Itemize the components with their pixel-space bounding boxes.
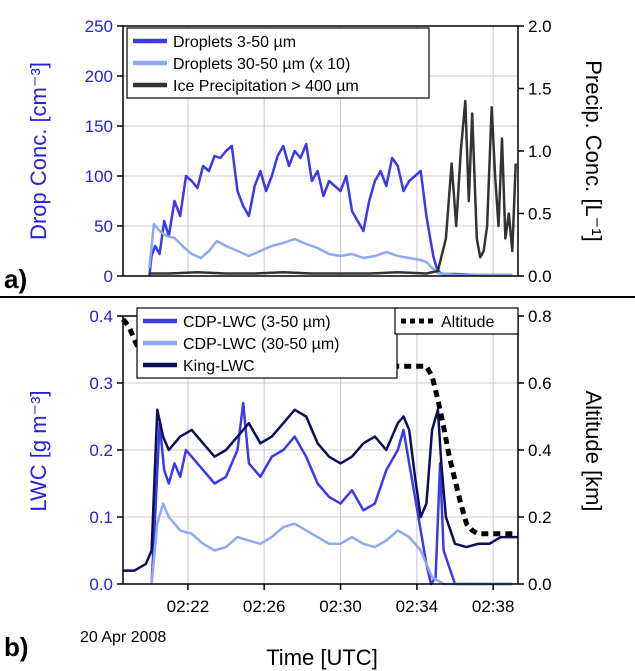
- panel-b-legend-label: King-LWC: [183, 358, 255, 375]
- panel-b-grid: [123, 316, 518, 584]
- panel-a-legend: Droplets 3-50 µm Droplets 30-50 µm (x 10)…: [126, 27, 430, 99]
- panel-a-legend-label: Droplets 3-50 µm: [173, 34, 296, 51]
- panel-b-label: b): [4, 632, 29, 662]
- panel-a-right-tick-label: 0.5: [528, 205, 552, 224]
- panel-a-right-tick-label: 0.0: [528, 267, 552, 286]
- panel-a-right-tick-label: 2.0: [528, 17, 552, 36]
- panel-a-left-tick-label: 50: [94, 217, 113, 236]
- panel-b-x-ticks: 02:22 02:26 02:30 02:34 02:38: [167, 584, 515, 616]
- panel-b-series-2: [123, 408, 518, 572]
- panel-b-right-tick-label: 0.0: [528, 575, 552, 594]
- panel-a-series-1: [148, 222, 513, 277]
- panel-b-legend: CDP-LWC (3-50 µm) CDP-LWC (30-50 µm) King-…: [136, 307, 519, 379]
- panel-a-left-tick-label: 250: [85, 17, 113, 36]
- panel-b-left-tick-label: 0.4: [89, 307, 113, 326]
- panel-a-left-tick-label: 200: [85, 67, 113, 86]
- panel-b-x-tick-label: 02:30: [319, 597, 362, 616]
- panel-b-xlabel: Time [UTC]: [266, 645, 378, 670]
- panel-a-right-tick-label: 1.0: [528, 142, 552, 161]
- panel-b-left-tick-label: 0.1: [89, 508, 113, 527]
- panel-a-series: [148, 99, 517, 277]
- panel-a-left-tick-label: 100: [85, 167, 113, 186]
- panel-b-series-0: [150, 401, 513, 586]
- panel-a-left-ticks: 0 50 100 150 200 250: [85, 17, 123, 286]
- panel-b-legend-box: [394, 307, 519, 335]
- panel-a-legend-box: [126, 27, 430, 99]
- panel-a-legend-label: Ice Precipitation > 400 µm: [173, 78, 359, 95]
- panel-b-series-1: [150, 502, 513, 586]
- panel-a-left-tick-label: 150: [85, 117, 113, 136]
- panel-b-right-tick-label: 0.4: [528, 441, 552, 460]
- date-label: 20 Apr 2008: [80, 629, 166, 646]
- panel-b: 0.00.10.20.30.4 0.00.20.40.60.8 02:22 02:…: [4, 307, 606, 670]
- panel-a-ylabel: Drop Conc. [cm⁻³]: [26, 62, 51, 240]
- panel-a-y2label: Precip. Conc. [L⁻¹]: [581, 60, 606, 242]
- panel-b-left-tick-label: 0.2: [89, 441, 113, 460]
- panel-a-series-0: [148, 142, 513, 277]
- panel-a-label: a): [4, 264, 27, 294]
- panel-b-x-tick-label: 02:26: [243, 597, 286, 616]
- panel-b-left-tick-label: 0.0: [89, 575, 113, 594]
- panel-b-right-tick-label: 0.8: [528, 307, 552, 326]
- panel-a-legend-label: Droplets 30-50 µm (x 10): [173, 56, 350, 73]
- panel-b-x-tick-label: 02:22: [167, 597, 210, 616]
- panel-b-x-tick-label: 02:34: [396, 597, 439, 616]
- panel-b-ylabel: LWC [g m⁻³]: [26, 390, 51, 511]
- panel-a-left-tick-label: 0: [104, 267, 113, 286]
- panel-b-left-ticks: 0.0 0.1 0.2 0.3 0.4: [89, 307, 123, 594]
- panel-b-left-tick-label: 0.3: [89, 374, 113, 393]
- panel-b-legend-label: CDP-LWC (3-50 µm): [183, 314, 331, 331]
- panel-b-legend-label: Altitude: [441, 314, 494, 331]
- panel-a: 0 50 100 150 200 250 0.0 0.5 1.0 1.5 2.0 Drop Con…: [4, 17, 606, 294]
- panel-b-right-tick-label: 0.2: [528, 508, 552, 527]
- panel-a-right-tick-label: 1.5: [528, 80, 552, 99]
- panel-a-series-2: [149, 99, 517, 275]
- panel-b-right-tick-label: 0.6: [528, 374, 552, 393]
- panel-b-y2label: Altitude [km]: [581, 390, 606, 511]
- panel-b-right-ticks: 0.0 0.2 0.4 0.6 0.8: [518, 307, 552, 594]
- panel-b-legend-box: [136, 307, 398, 379]
- panel-b-x-tick-label: 02:38: [472, 597, 515, 616]
- panel-b-legend-label: CDP-LWC (30-50 µm): [183, 336, 340, 353]
- panel-a-right-ticks: 0.0 0.5 1.0 1.5 2.0: [518, 17, 552, 286]
